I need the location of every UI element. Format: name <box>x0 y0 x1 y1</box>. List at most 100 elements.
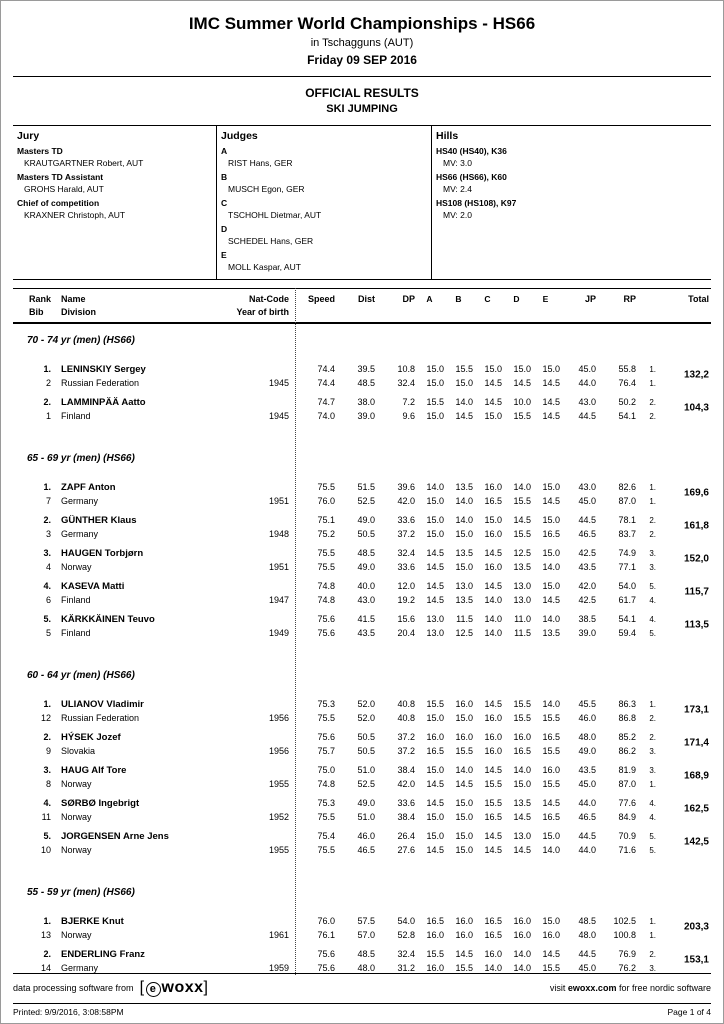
judge-points: 42.5 <box>578 595 596 605</box>
header-jp: JP <box>584 294 596 304</box>
athlete-name: LENINSKIY Sergey <box>61 364 146 375</box>
distance-value: 51.0 <box>357 765 375 775</box>
page-footer: data processing software from [e woxx] vi… <box>13 973 711 1017</box>
judge-b-score: 15.0 <box>455 812 473 822</box>
judge-a-score: 16.0 <box>426 732 444 742</box>
round-rank: 5. <box>649 629 656 638</box>
round-rank: 2. <box>649 412 656 421</box>
judge-a-score: 14.5 <box>426 548 444 558</box>
round-points: 61.7 <box>618 595 636 605</box>
distance-value: 43.0 <box>357 595 375 605</box>
judge-e-score: 14.5 <box>542 798 560 808</box>
distance-value: 50.5 <box>357 746 375 756</box>
round-rank: 4. <box>649 615 656 624</box>
round-points: 50.2 <box>618 397 636 407</box>
jury-member-name: KRAUTGARTNER Robert, AUT <box>24 158 144 168</box>
athlete-name: KÄRKKÄINEN Teuvo <box>61 614 155 625</box>
jump-row-2: 11 Norway 1952 75.5 51.0 38.4 15.0 15.0 16.5 14.5… <box>13 810 711 824</box>
judge-letter: E <box>221 250 227 260</box>
header-division: Division <box>61 307 97 317</box>
athlete-division: Norway <box>61 845 92 855</box>
athlete-rank: 3. <box>43 765 51 775</box>
ewoxx-link[interactable]: ewoxx.com <box>567 983 617 993</box>
round-points: 74.9 <box>618 548 636 558</box>
hill-name: HS108 (HS108), K97 <box>436 198 517 208</box>
officials-box: Jury Masters TD KRAUTGARTNER Robert, AUT M… <box>13 125 711 280</box>
round-rank: 1. <box>649 497 656 506</box>
distance-points: 9.6 <box>402 411 415 421</box>
ewoxx-logo: [e woxx] <box>140 979 209 997</box>
judge-a-score: 14.5 <box>426 581 444 591</box>
jump-row-1: 2. LAMMINPÄÄ Aatto 74.7 38.0 7.2 15.5 14.0 14.5… <box>13 395 711 409</box>
jump-row-1: 2. ENDERLING Franz 75.6 48.5 32.4 15.5 14.5 16.… <box>13 947 711 961</box>
judge-points: 45.0 <box>578 963 596 973</box>
judge-points: 44.0 <box>578 378 596 388</box>
judge-points: 46.5 <box>578 812 596 822</box>
judge-d-score: 14.0 <box>513 949 531 959</box>
judge-d-score: 13.5 <box>513 798 531 808</box>
athlete-rank: 1. <box>43 482 51 492</box>
athlete-rank: 2. <box>43 515 51 525</box>
footer-left: data processing software from [e woxx] <box>13 979 208 997</box>
round-rank: 5. <box>649 846 656 855</box>
judge-c-score: 16.0 <box>484 949 502 959</box>
jump-row-2: 4 Norway 1951 75.5 49.0 33.6 14.5 15.0 16.0 13.5 1… <box>13 560 711 574</box>
athlete-total-score: 153,1 <box>683 954 709 966</box>
distance-points: 38.4 <box>397 812 415 822</box>
athlete-year-of-birth: 1961 <box>268 930 289 940</box>
judge-e-score: 14.0 <box>542 699 560 709</box>
header-natcode: Nat-Code <box>249 294 289 304</box>
athlete-year-of-birth: 1949 <box>268 628 289 638</box>
judges-list: A RIST Hans, GER B MUSCH Egon, GER C TSCHOHL … <box>221 146 423 273</box>
distance-value: 57.5 <box>357 916 375 926</box>
athlete-bib: 7 <box>45 496 51 506</box>
jury-title: Jury <box>17 130 40 142</box>
judge-c-score: 16.0 <box>484 529 502 539</box>
judge-b-score: 13.0 <box>455 581 473 591</box>
judge-a-score: 15.0 <box>426 831 444 841</box>
judge-c-score: 16.5 <box>484 496 502 506</box>
speed-value: 76.0 <box>317 916 335 926</box>
round-points: 55.8 <box>618 364 636 374</box>
footer-right-suffix: for free nordic software <box>616 983 711 993</box>
jump-row-1: 3. HAUGEN Torbjørn 75.5 48.5 32.4 14.5 13.5 14.… <box>13 546 711 560</box>
athlete-division: Slovakia <box>61 746 96 756</box>
round-points: 54.0 <box>618 581 636 591</box>
distance-value: 52.5 <box>357 779 375 789</box>
judge-d-score: 11.5 <box>514 628 531 638</box>
judge-a-score: 15.0 <box>426 713 444 723</box>
footer-right: visit ewoxx.com for free nordic software <box>550 983 711 993</box>
athlete-total-score: 115,7 <box>684 586 709 598</box>
round-rank: 5. <box>649 582 656 591</box>
judge-d-score: 16.0 <box>513 930 531 940</box>
judge-e-score: 16.5 <box>542 529 560 539</box>
footer-print-row: Printed: 9/9/2016, 3:08:58PM Page 1 of 4 <box>13 1003 711 1017</box>
logo-text: woxx <box>161 979 204 996</box>
speed-value: 74.7 <box>317 397 335 407</box>
judge-c-score: 14.5 <box>484 699 502 709</box>
judge-b-score: 15.5 <box>455 364 473 374</box>
judge-b-score: 15.0 <box>455 529 473 539</box>
athlete-rank: 1. <box>43 699 51 709</box>
distance-value: 38.0 <box>357 397 375 407</box>
distance-points: 52.8 <box>397 930 415 940</box>
judge-e-score: 15.0 <box>542 548 560 558</box>
judge-e-score: 15.0 <box>542 581 560 591</box>
jury-list: Masters TD KRAUTGARTNER Robert, AUT Master… <box>17 146 208 221</box>
distance-value: 48.5 <box>357 378 375 388</box>
athlete-bib: 2 <box>45 378 51 388</box>
athlete-total-score: 132,2 <box>683 369 709 381</box>
round-rank: 3. <box>649 549 656 558</box>
athlete-division: Finland <box>61 411 91 421</box>
athlete-result-block: 3. HAUGEN Torbjørn 75.5 48.5 32.4 14.5 13.5 14.… <box>13 544 711 574</box>
judge-e-score: 15.0 <box>542 831 560 841</box>
athlete-division: Finland <box>61 628 91 638</box>
judge-b-score: 15.0 <box>455 845 473 855</box>
athlete-division: Norway <box>61 930 92 940</box>
distance-points: 7.2 <box>402 397 415 407</box>
jump-row-2: 12 Russian Federation 1956 75.5 52.0 40.8 15.0… <box>13 711 711 725</box>
athlete-year-of-birth: 1945 <box>268 378 289 388</box>
athlete-name: BJERKE Knut <box>61 916 124 927</box>
judge-d-score: 13.5 <box>513 562 531 572</box>
hills-column: Hills HS40 (HS40), K36 MV: 3.0 HS66 (HS66)… <box>431 126 711 279</box>
